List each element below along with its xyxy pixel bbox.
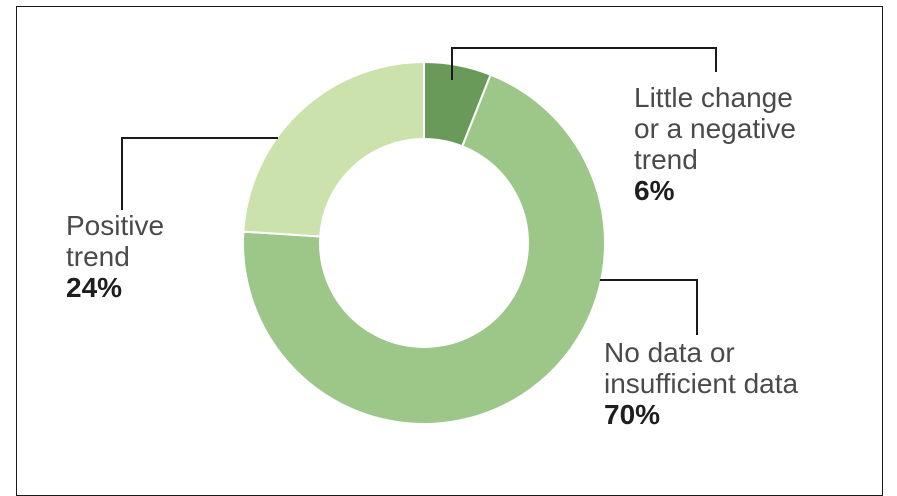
leader-line-no-data: [600, 279, 698, 335]
donut-chart: [121, 47, 717, 425]
label-line: Little change: [634, 82, 793, 113]
label-percent: 70%: [604, 399, 661, 430]
label-line: Positive: [66, 210, 165, 241]
slice-no-data: [242, 73, 606, 425]
donut-slices: [242, 60, 606, 425]
slice-positive-trend: [242, 60, 425, 238]
leader-line-little-change: [451, 47, 717, 80]
label-positive-trend: Positive trend 24%: [66, 210, 164, 303]
label-line: trend: [66, 241, 130, 272]
label-line: trend: [634, 144, 698, 175]
leader-line-positive: [121, 137, 278, 210]
label-percent: 6%: [634, 175, 675, 206]
label-line: insufficient data: [604, 368, 799, 399]
label-line: or a negative: [634, 113, 796, 144]
label-little-change: Little change or a negative trend 6%: [634, 82, 796, 206]
label-line: No data or: [604, 337, 735, 368]
label-no-data: No data or insufficient data 70%: [604, 337, 798, 430]
label-percent: 24%: [66, 272, 123, 303]
leader-lines: [121, 47, 717, 335]
